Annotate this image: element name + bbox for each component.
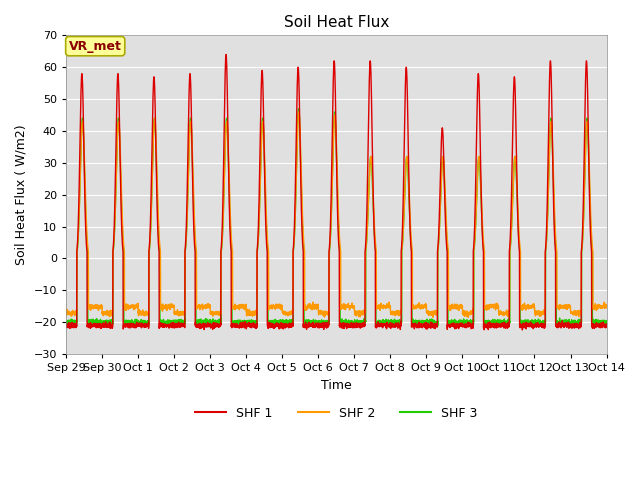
SHF 1	[458, 321, 465, 326]
SHF 2	[62, 310, 70, 316]
SHF 3	[316, 319, 324, 325]
SHF 1	[222, 52, 230, 58]
SHF 2	[603, 305, 611, 311]
SHF 2	[488, 304, 496, 310]
Line: SHF 1: SHF 1	[66, 55, 607, 330]
SHF 2	[295, 109, 303, 115]
SHF 3	[62, 320, 70, 326]
Line: SHF 2: SHF 2	[66, 112, 607, 317]
SHF 3	[602, 321, 610, 326]
SHF 3	[159, 321, 167, 327]
SHF 2	[602, 303, 610, 309]
Line: SHF 3: SHF 3	[66, 108, 607, 327]
Title: Soil Heat Flux: Soil Heat Flux	[284, 15, 389, 30]
SHF 3	[458, 319, 465, 325]
SHF 2	[428, 309, 435, 315]
SHF 2	[458, 303, 465, 309]
SHF 1	[603, 321, 611, 327]
SHF 1	[62, 320, 70, 326]
SHF 1	[159, 322, 167, 328]
Legend: SHF 1, SHF 2, SHF 3: SHF 1, SHF 2, SHF 3	[190, 402, 483, 425]
Y-axis label: Soil Heat Flux ( W/m2): Soil Heat Flux ( W/m2)	[15, 124, 28, 265]
SHF 2	[465, 314, 472, 320]
SHF 1	[428, 321, 435, 327]
SHF 2	[316, 310, 324, 315]
X-axis label: Time: Time	[321, 379, 352, 392]
SHF 1	[602, 323, 610, 328]
SHF 1	[518, 327, 526, 333]
SHF 3	[295, 106, 303, 111]
SHF 1	[488, 321, 496, 326]
SHF 3	[603, 318, 611, 324]
SHF 1	[316, 322, 324, 328]
Text: VR_met: VR_met	[68, 40, 122, 53]
SHF 3	[428, 320, 435, 325]
SHF 2	[159, 304, 167, 310]
SHF 3	[276, 324, 284, 330]
SHF 3	[488, 317, 496, 323]
